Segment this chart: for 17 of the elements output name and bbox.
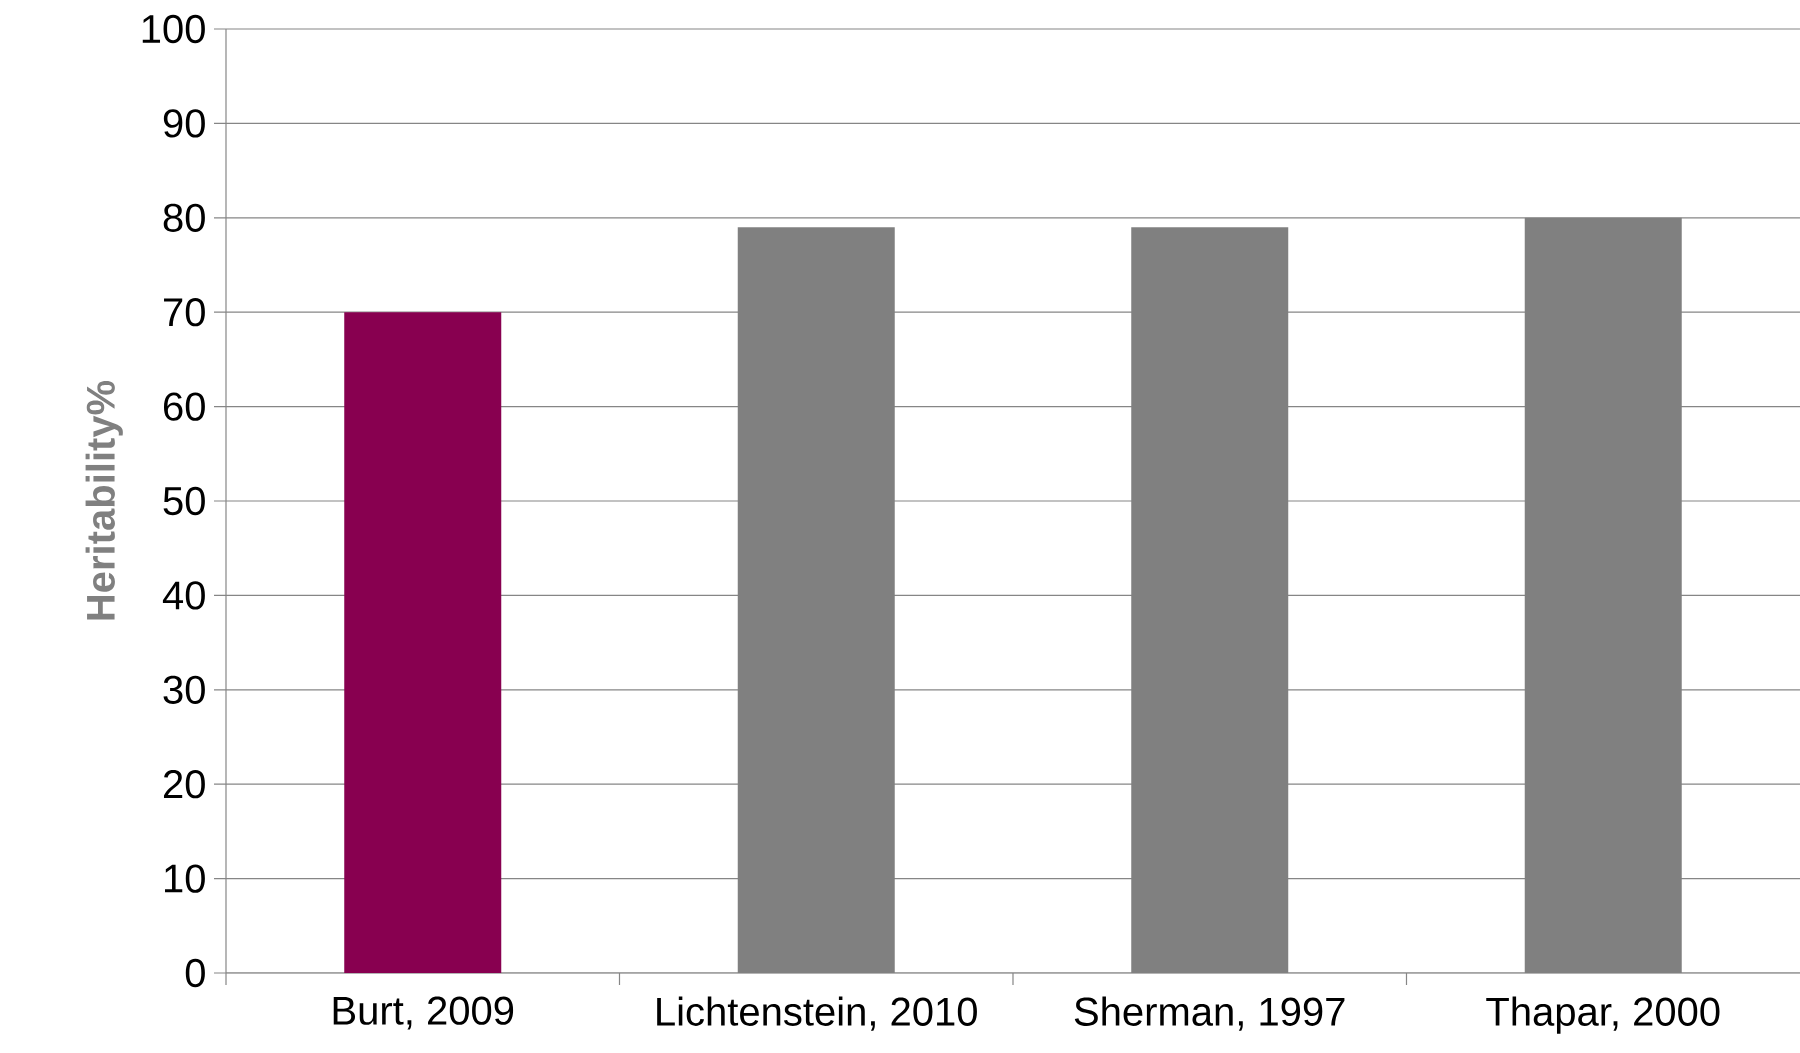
y-tick-label: 30 bbox=[163, 675, 205, 704]
y-tick-label: 40 bbox=[162, 581, 205, 610]
y-tick-label: 100 bbox=[142, 14, 205, 44]
y-axis-title: Heritability% bbox=[85, 380, 123, 620]
y-tick-label: 0 bbox=[185, 958, 205, 988]
y-tick-label: 90 bbox=[163, 109, 205, 138]
y-tick-label: 20 bbox=[163, 770, 205, 799]
bar bbox=[344, 312, 502, 973]
y-tick-label: 80 bbox=[163, 203, 205, 232]
y-tick-label: 10 bbox=[165, 864, 205, 893]
x-tick-label: Thapar, 2000 bbox=[1486, 996, 1720, 1034]
y-tick-label: 70 bbox=[164, 298, 205, 327]
x-tick-label: Sherman, 1997 bbox=[1074, 996, 1345, 1031]
y-tick-label: 50 bbox=[163, 486, 205, 516]
x-tick-label: Burt, 2009 bbox=[333, 996, 514, 1030]
x-tick-label: Lichtenstein, 2010 bbox=[657, 996, 977, 1031]
y-tick-label: 60 bbox=[164, 392, 205, 421]
